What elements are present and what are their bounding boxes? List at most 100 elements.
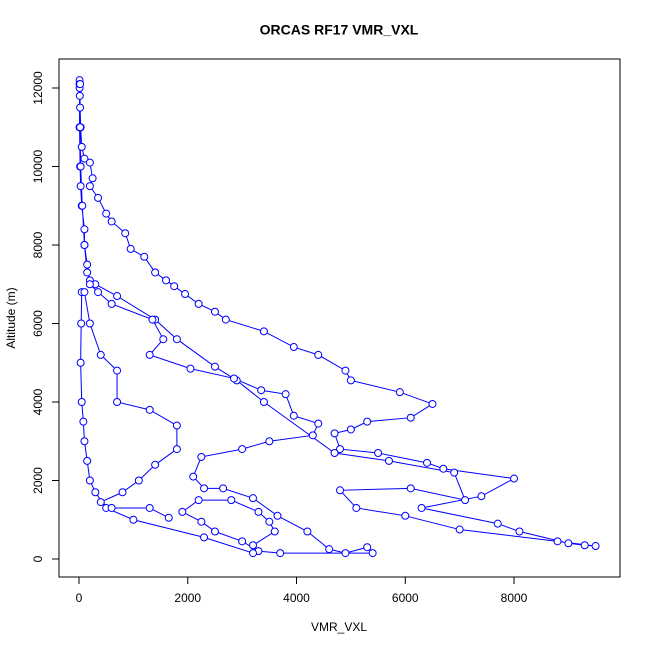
y-tick-label: 0 bbox=[31, 555, 45, 562]
data-point bbox=[94, 193, 103, 202]
data-point bbox=[189, 472, 198, 481]
data-point bbox=[363, 417, 372, 426]
data-point bbox=[553, 537, 562, 546]
data-point bbox=[314, 419, 323, 428]
data-point bbox=[238, 445, 247, 454]
data-point bbox=[265, 437, 274, 446]
data-point bbox=[83, 456, 92, 465]
data-point bbox=[346, 425, 355, 434]
data-point bbox=[85, 280, 94, 289]
data-point bbox=[197, 517, 206, 526]
chart-title: ORCAS RF17 VMR_VXL bbox=[260, 22, 419, 38]
data-point bbox=[308, 431, 317, 440]
data-point bbox=[276, 549, 285, 558]
data-point bbox=[172, 445, 181, 454]
data-point bbox=[76, 123, 85, 132]
data-point bbox=[265, 517, 274, 526]
data-point bbox=[591, 542, 600, 551]
x-axis-label: VMR_VXL bbox=[311, 620, 367, 634]
data-point bbox=[102, 209, 111, 218]
data-point bbox=[80, 154, 89, 163]
data-point bbox=[164, 513, 173, 522]
data-point bbox=[314, 350, 323, 359]
data-point bbox=[210, 527, 219, 536]
data-point bbox=[77, 397, 86, 406]
data-point bbox=[194, 496, 203, 505]
data-point bbox=[107, 299, 116, 308]
data-point bbox=[580, 541, 589, 550]
data-point bbox=[200, 484, 209, 493]
data-point bbox=[363, 543, 372, 552]
y-tick-label: 12000 bbox=[31, 71, 45, 105]
data-point bbox=[341, 366, 350, 375]
data-point bbox=[145, 405, 154, 414]
x-tick-label: 2000 bbox=[174, 591, 201, 605]
data-point bbox=[352, 503, 361, 512]
data-point bbox=[91, 488, 100, 497]
data-point bbox=[254, 507, 263, 516]
data-point bbox=[145, 350, 154, 359]
data-point bbox=[428, 399, 437, 408]
data-point bbox=[303, 527, 312, 536]
data-point bbox=[401, 511, 410, 520]
data-point bbox=[94, 288, 103, 297]
data-point bbox=[118, 488, 127, 497]
data-point bbox=[406, 484, 415, 493]
y-tick-label: 2000 bbox=[31, 467, 45, 494]
data-point bbox=[80, 288, 89, 297]
data-point bbox=[80, 240, 89, 249]
data-point bbox=[162, 276, 171, 285]
data-point bbox=[336, 445, 345, 454]
data-point bbox=[249, 541, 258, 550]
data-point bbox=[83, 260, 92, 269]
data-point bbox=[140, 252, 149, 261]
data-point bbox=[281, 390, 290, 399]
data-point bbox=[121, 229, 130, 238]
data-point bbox=[249, 494, 258, 503]
data-point bbox=[423, 458, 432, 467]
data-point bbox=[88, 174, 97, 183]
data-point bbox=[200, 533, 209, 542]
data-point bbox=[374, 449, 383, 458]
y-tick-label: 8000 bbox=[31, 231, 45, 258]
data-point bbox=[77, 319, 86, 328]
data-point bbox=[227, 496, 236, 505]
data-point bbox=[210, 307, 219, 316]
x-tick-label: 6000 bbox=[392, 591, 419, 605]
data-point bbox=[515, 527, 524, 536]
data-point bbox=[249, 549, 258, 558]
data-point bbox=[384, 456, 393, 465]
data-point bbox=[336, 486, 345, 495]
data-point bbox=[134, 476, 143, 485]
data-point bbox=[85, 182, 94, 191]
data-point bbox=[78, 201, 87, 210]
data-point bbox=[325, 545, 334, 554]
data-point bbox=[395, 388, 404, 397]
data-point bbox=[289, 343, 298, 352]
data-point bbox=[341, 549, 350, 558]
data-point bbox=[178, 507, 187, 516]
data-point bbox=[259, 397, 268, 406]
data-point bbox=[461, 496, 470, 505]
data-point bbox=[126, 244, 135, 253]
data-point bbox=[80, 437, 89, 446]
data-point bbox=[172, 421, 181, 430]
data-point bbox=[107, 503, 116, 512]
data-point bbox=[76, 182, 85, 191]
data-point bbox=[75, 91, 84, 100]
x-tick-label: 8000 bbox=[501, 591, 528, 605]
data-point bbox=[210, 362, 219, 371]
data-point bbox=[76, 103, 85, 112]
x-tick-label: 0 bbox=[76, 591, 83, 605]
data-point bbox=[194, 299, 203, 308]
x-tick-label: 4000 bbox=[283, 591, 310, 605]
data-point bbox=[107, 217, 116, 226]
data-point bbox=[151, 268, 160, 277]
data-point bbox=[493, 519, 502, 528]
data-point bbox=[186, 364, 195, 373]
data-point bbox=[77, 142, 86, 151]
data-point bbox=[148, 315, 157, 324]
data-point bbox=[417, 503, 426, 512]
